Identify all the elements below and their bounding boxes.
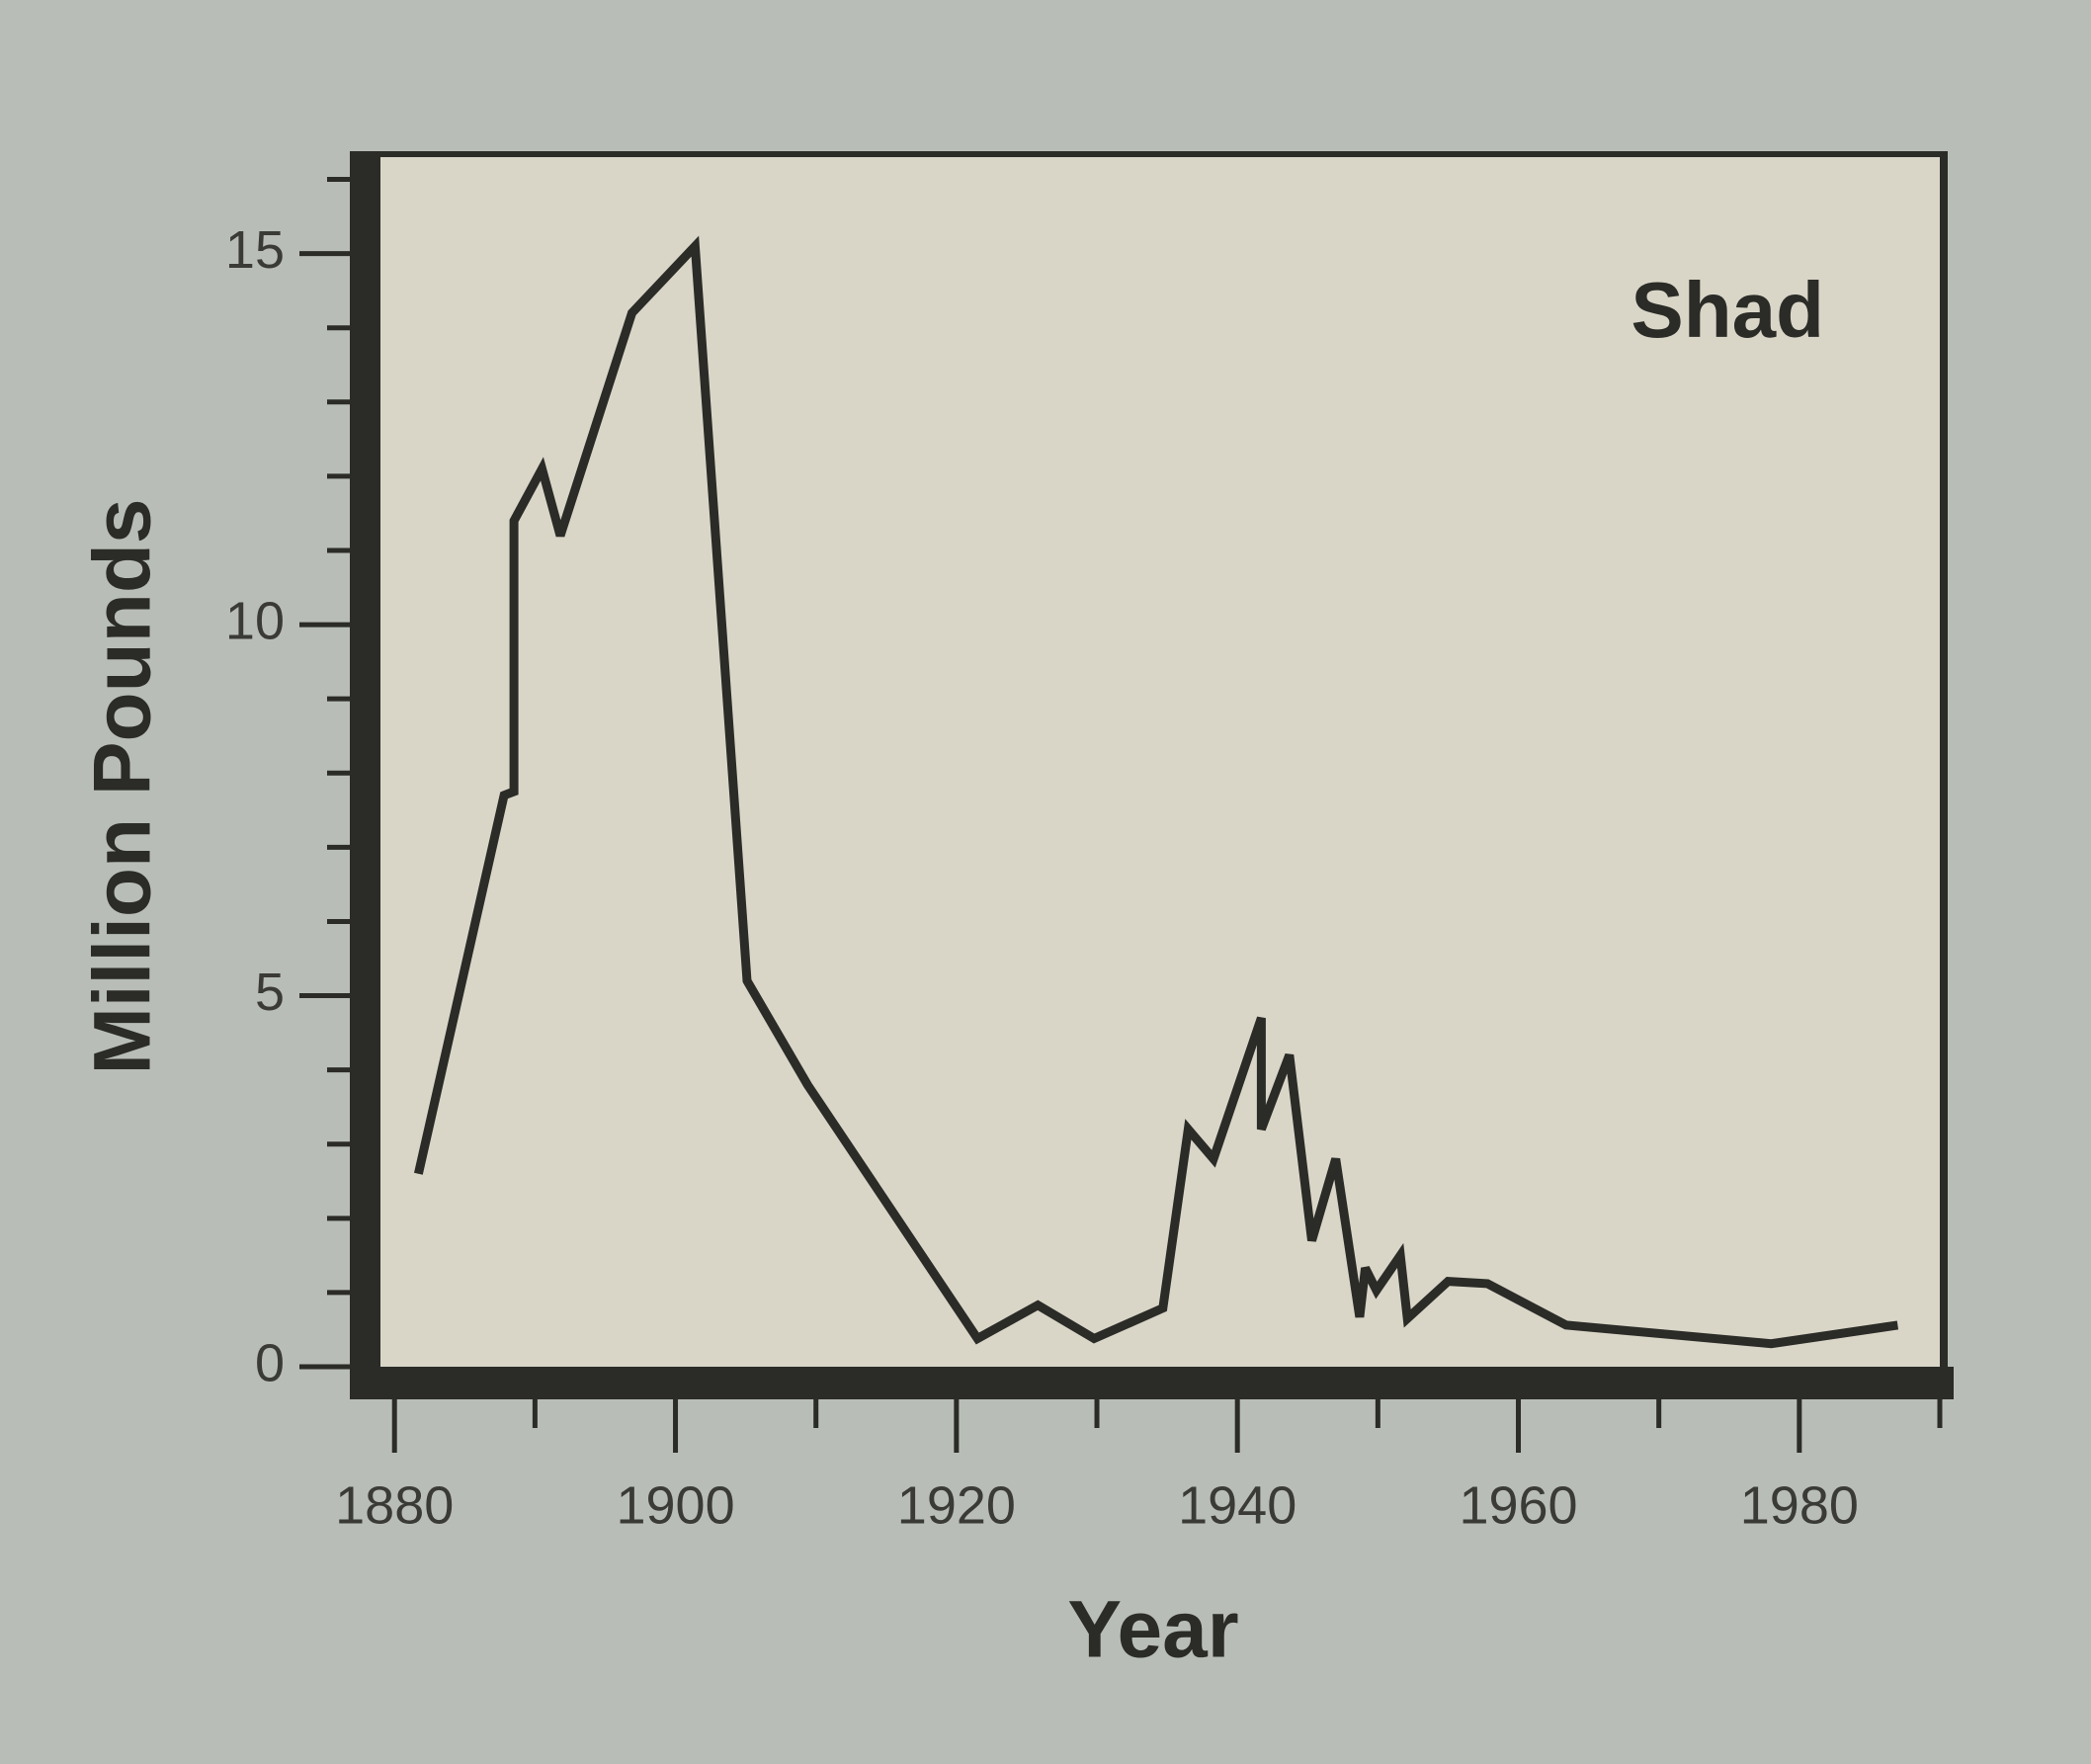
frame-top (376, 151, 1945, 157)
x-axis-title: Year (1067, 1585, 1238, 1675)
plot-area (380, 157, 1940, 1367)
x-tick-label: 1960 (1459, 1475, 1577, 1535)
y-tick-label: 5 (255, 963, 285, 1022)
x-tick-label: 1880 (335, 1475, 454, 1535)
x-tick-label: 1920 (897, 1475, 1016, 1535)
data-line (414, 235, 1899, 1349)
frame-right (1940, 151, 1948, 1398)
x-tick-label: 1900 (616, 1475, 734, 1535)
y-tick-label: 10 (225, 591, 285, 650)
x-tick-label: 1940 (1178, 1475, 1296, 1535)
x-axis-bar (350, 1367, 1954, 1399)
y-tick-label: 0 (255, 1333, 285, 1392)
chart-title: Shad (1631, 266, 1824, 354)
y-tick-label: 15 (225, 220, 285, 280)
y-axis-bar (350, 151, 380, 1398)
x-tick-label: 1980 (1740, 1475, 1859, 1535)
y-axis-title: Million Pounds (78, 498, 168, 1074)
